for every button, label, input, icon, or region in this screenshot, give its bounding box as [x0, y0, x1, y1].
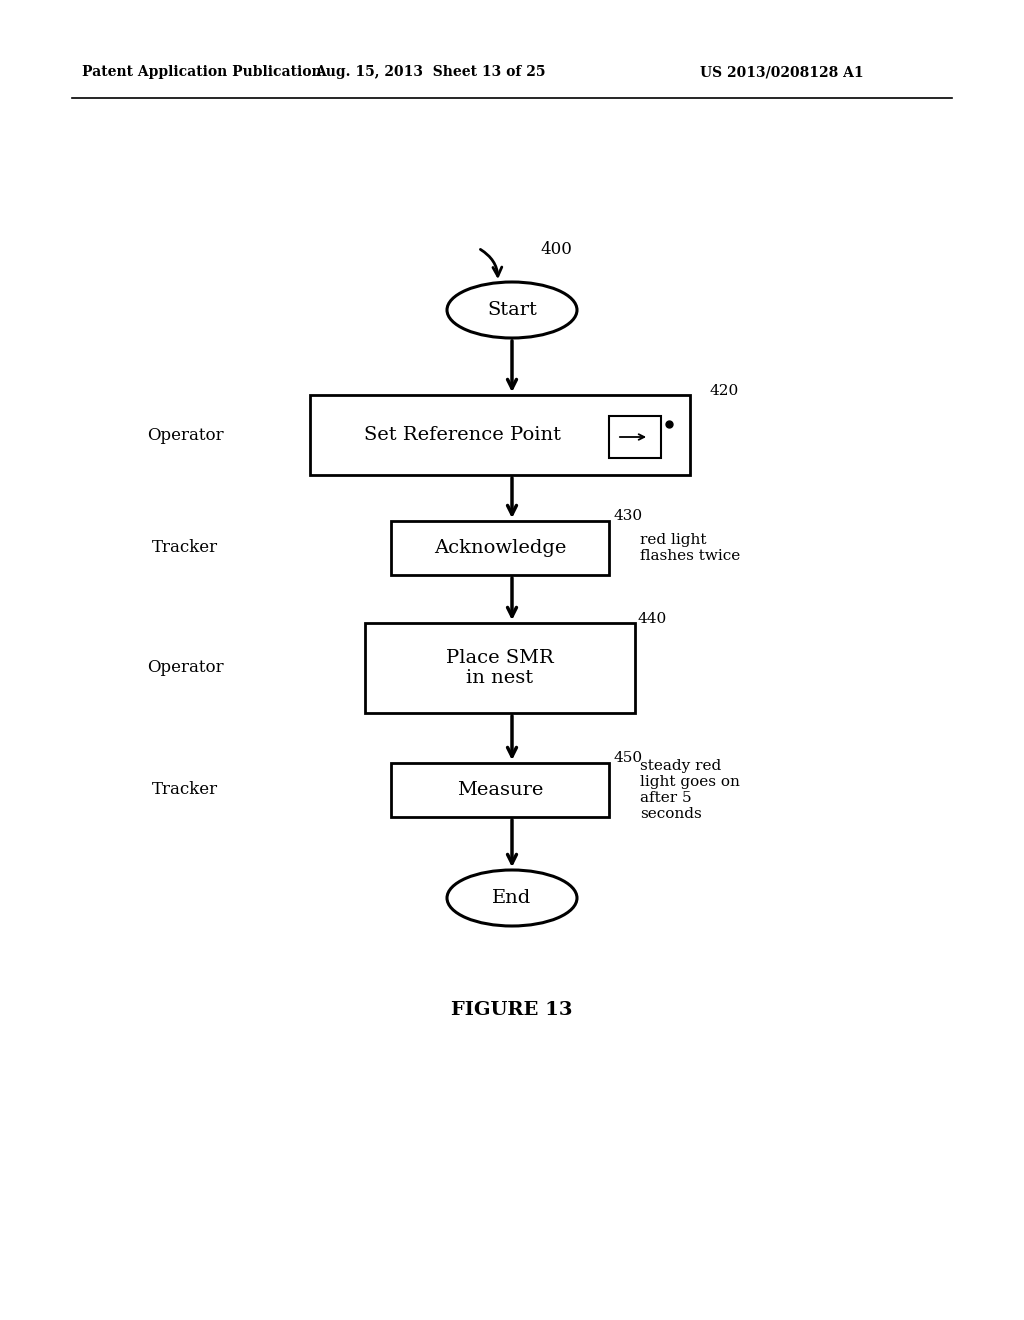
Text: 430: 430: [614, 510, 643, 523]
Text: Measure: Measure: [457, 781, 543, 799]
Bar: [365, 623, 635, 713]
Text: Operator: Operator: [146, 426, 223, 444]
Text: Aug. 15, 2013  Sheet 13 of 25: Aug. 15, 2013 Sheet 13 of 25: [314, 65, 545, 79]
Text: 400: 400: [540, 242, 571, 259]
Text: Place SMR
in nest: Place SMR in nest: [446, 648, 554, 688]
Text: Operator: Operator: [146, 660, 223, 676]
Bar: [310, 395, 690, 475]
Text: 420: 420: [710, 384, 739, 399]
Text: Patent Application Publication: Patent Application Publication: [82, 65, 322, 79]
Ellipse shape: [447, 282, 577, 338]
Text: 450: 450: [614, 751, 643, 766]
Bar: [609, 416, 662, 458]
Text: steady red
light goes on
after 5
seconds: steady red light goes on after 5 seconds: [640, 759, 740, 821]
Text: Acknowledge: Acknowledge: [434, 539, 566, 557]
Text: Tracker: Tracker: [152, 540, 218, 557]
Text: red light
flashes twice: red light flashes twice: [640, 533, 740, 564]
Ellipse shape: [447, 870, 577, 927]
Text: Tracker: Tracker: [152, 781, 218, 799]
Text: End: End: [493, 888, 531, 907]
Bar: [391, 763, 609, 817]
Text: Start: Start: [487, 301, 537, 319]
Text: US 2013/0208128 A1: US 2013/0208128 A1: [700, 65, 863, 79]
Bar: [391, 521, 609, 576]
Text: Set Reference Point: Set Reference Point: [364, 426, 560, 444]
Text: 440: 440: [638, 612, 668, 626]
Text: FIGURE 13: FIGURE 13: [452, 1001, 572, 1019]
